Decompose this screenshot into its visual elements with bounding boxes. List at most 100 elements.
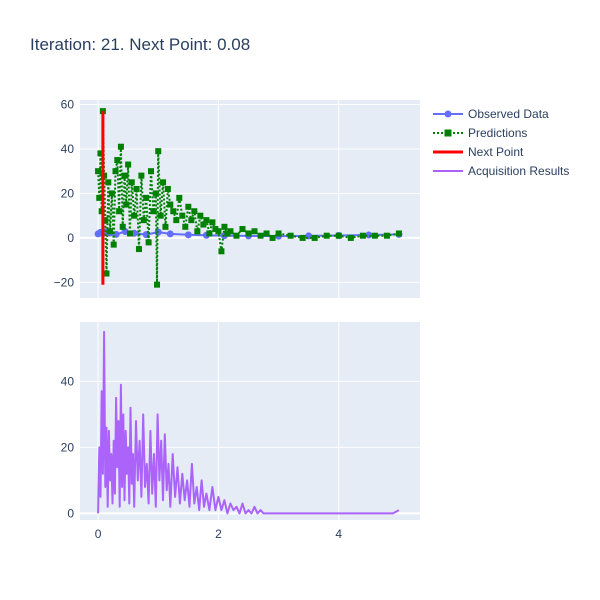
top-y-tick-label: 20 (61, 186, 75, 200)
predictions-point (164, 185, 171, 192)
predictions-point (155, 148, 162, 155)
predictions-point (299, 234, 306, 241)
predictions-point (150, 208, 157, 215)
predictions-point (395, 230, 402, 237)
predictions-point (173, 217, 180, 224)
predictions-point (185, 203, 192, 210)
predictions-point (203, 217, 210, 224)
predictions-point (123, 201, 130, 208)
predictions-point (194, 228, 201, 235)
predictions-point (114, 157, 121, 164)
predictions-point (112, 168, 119, 175)
predictions-point (135, 246, 142, 253)
legend-observed-marker (444, 110, 452, 118)
predictions-point (148, 168, 155, 175)
predictions-point (209, 219, 216, 226)
predictions-point (383, 232, 390, 239)
predictions-point (188, 217, 195, 224)
predictions-point (97, 150, 104, 157)
predictions-point (125, 161, 132, 168)
legend-item-next-point[interactable]: Next Point (433, 145, 524, 159)
predictions-point (116, 208, 123, 215)
predictions-point (95, 168, 102, 175)
predictions-point (287, 232, 294, 239)
top-y-tick-label: 60 (61, 97, 75, 111)
top-series-layer (94, 108, 403, 288)
predictions-point (108, 190, 115, 197)
bottom-y-tick-label: 40 (61, 374, 75, 388)
predictions-point (162, 223, 169, 230)
predictions-point (311, 234, 318, 241)
predictions-point (117, 143, 124, 150)
predictions-point (179, 212, 186, 219)
predictions-point (182, 223, 189, 230)
predictions-point (157, 212, 164, 219)
predictions-point (197, 212, 204, 219)
bottom-y-tick-label: 0 (67, 506, 74, 520)
predictions-point (269, 234, 276, 241)
observed-point (166, 230, 174, 238)
chart-title: Iteration: 21. Next Point: 0.08 (30, 35, 250, 54)
predictions-point (121, 172, 128, 179)
predictions-point (191, 208, 198, 215)
predictions-point (131, 212, 138, 219)
predictions-point (133, 185, 140, 192)
acquisition-line (97, 330, 400, 515)
predictions-point (239, 226, 246, 233)
observed-point (184, 231, 192, 239)
predictions-point (227, 228, 234, 235)
top-y-tick-label: 0 (67, 231, 74, 245)
predictions-point (167, 201, 174, 208)
predictions-point (128, 179, 135, 186)
predictions-point (143, 194, 150, 201)
bottom-y-tick-labels: 0 20 40 (61, 374, 75, 520)
bottom-panel[interactable]: 0 20 40 0 2 4 (61, 322, 420, 541)
predictions-point (138, 172, 145, 179)
predictions-point (145, 239, 152, 246)
predictions-point (160, 179, 167, 186)
predictions-point (323, 232, 330, 239)
legend-item-acquisition[interactable]: Acquisition Results (433, 164, 569, 178)
predictions-point (245, 230, 252, 237)
predictions-point (107, 228, 114, 235)
legend: Observed Data Predictions Next Point Acq… (433, 107, 569, 178)
predictions-point (176, 194, 183, 201)
predictions-point (215, 228, 222, 235)
bottom-y-tick-label: 20 (61, 440, 75, 454)
top-panel[interactable]: −20 0 20 40 60 (54, 97, 420, 298)
predictions-point (257, 232, 264, 239)
bottom-x-tick-label: 2 (215, 527, 222, 541)
predictions-point (335, 232, 342, 239)
predictions-point (119, 223, 126, 230)
predictions-point (263, 230, 270, 237)
bottom-x-tick-labels: 0 2 4 (95, 527, 343, 541)
legend-item-observed[interactable]: Observed Data (433, 107, 549, 121)
predictions-point (200, 221, 207, 228)
predictions-point (275, 230, 282, 237)
predictions-point (103, 270, 110, 277)
bottom-x-tick-label: 0 (95, 527, 102, 541)
predictions-point (105, 179, 112, 186)
predictions-point (212, 226, 219, 233)
predictions-point (154, 281, 161, 288)
observed-point (365, 231, 373, 239)
predictions-point (126, 230, 133, 237)
predictions-point (233, 232, 240, 239)
legend-item-predictions[interactable]: Predictions (433, 126, 527, 140)
predictions-point (102, 217, 109, 224)
predictions-point (140, 217, 147, 224)
legend-predictions-label: Predictions (468, 126, 527, 140)
predictions-point (347, 234, 354, 241)
predictions-point (206, 230, 213, 237)
top-y-tick-labels: −20 0 20 40 60 (54, 97, 75, 289)
legend-next-point-label: Next Point (468, 145, 524, 159)
top-y-tick-label: 40 (61, 142, 75, 156)
predictions-point (152, 190, 159, 197)
legend-predictions-marker (444, 129, 452, 137)
legend-acquisition-label: Acquisition Results (468, 164, 569, 178)
predictions-point (359, 232, 366, 239)
bottom-x-tick-label: 4 (335, 527, 342, 541)
predictions-point (110, 241, 117, 248)
predictions-point (170, 208, 177, 215)
predictions-point (224, 230, 231, 237)
